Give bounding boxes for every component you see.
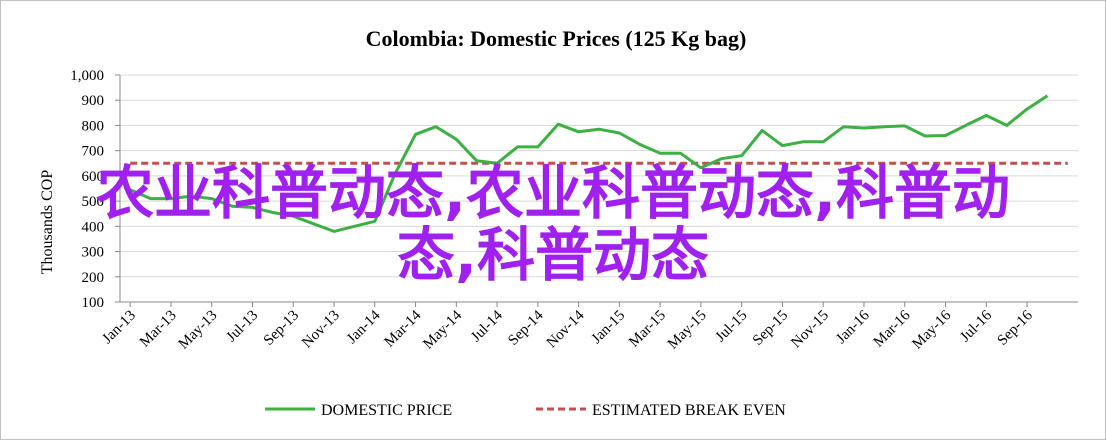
- axes: [119, 75, 1078, 307]
- y-tick-label: 500: [82, 194, 105, 210]
- x-tick-label: Nov-15: [788, 308, 832, 352]
- y-tick-label: 100: [82, 295, 105, 311]
- x-tick-label: Sep-13: [261, 308, 302, 349]
- x-tick-label: May-15: [665, 308, 710, 353]
- chart-title: Colombia: Domestic Prices (125 Kg bag): [366, 26, 747, 51]
- y-tick-label: 600: [82, 169, 105, 185]
- x-tick-label: Nov-14: [544, 307, 588, 351]
- legend: DOMESTIC PRICE ESTIMATED BREAK EVEN: [265, 402, 786, 419]
- y-axis-label: Thousands COP: [39, 170, 56, 275]
- y-tick-label: 1,000: [70, 68, 104, 84]
- x-tick-label: Jul-15: [713, 308, 751, 346]
- x-tick-label: Mar-14: [381, 307, 424, 350]
- y-tick-labels: 1,000 900 800 700 600 500 400 300 200 100: [70, 68, 104, 311]
- x-tick-label: Sep-14: [505, 307, 547, 349]
- series-layer: [129, 94, 1068, 233]
- x-tick-label: Jul-13: [223, 308, 261, 346]
- legend-label: DOMESTIC PRICE: [321, 402, 452, 419]
- x-tick-label: Sep-16: [995, 307, 1037, 349]
- x-tick-label: Jan-13: [99, 308, 139, 348]
- x-tick-label: Jul-16: [957, 307, 995, 345]
- x-tick-label: Jan-16: [833, 307, 873, 347]
- y-tick-label: 700: [82, 144, 105, 160]
- x-tick-label: Sep-15: [750, 308, 791, 349]
- x-tick-label: May-13: [176, 308, 221, 353]
- x-tick-label: May-14: [420, 307, 465, 352]
- domestic-price-line: [129, 94, 1049, 233]
- x-tick-label: Jul-14: [468, 307, 506, 345]
- y-tick-label: 400: [82, 219, 105, 235]
- x-tick-label: Jan-14: [344, 307, 384, 347]
- y-tick-label: 300: [82, 245, 105, 261]
- y-tick-label: 900: [82, 93, 105, 109]
- x-tick-label: Nov-13: [299, 308, 343, 352]
- x-tick-label: Mar-13: [137, 308, 180, 351]
- x-tick-label: Mar-16: [871, 307, 914, 350]
- x-tick-label: May-16: [909, 307, 954, 352]
- y-tick-label: 200: [82, 270, 105, 286]
- x-tick-label: Jan-15: [589, 308, 629, 348]
- y-tick-label: 800: [82, 118, 105, 134]
- x-tick-label: Mar-15: [626, 308, 669, 351]
- gridlines: [115, 74, 1078, 303]
- legend-label: ESTIMATED BREAK EVEN: [592, 402, 786, 419]
